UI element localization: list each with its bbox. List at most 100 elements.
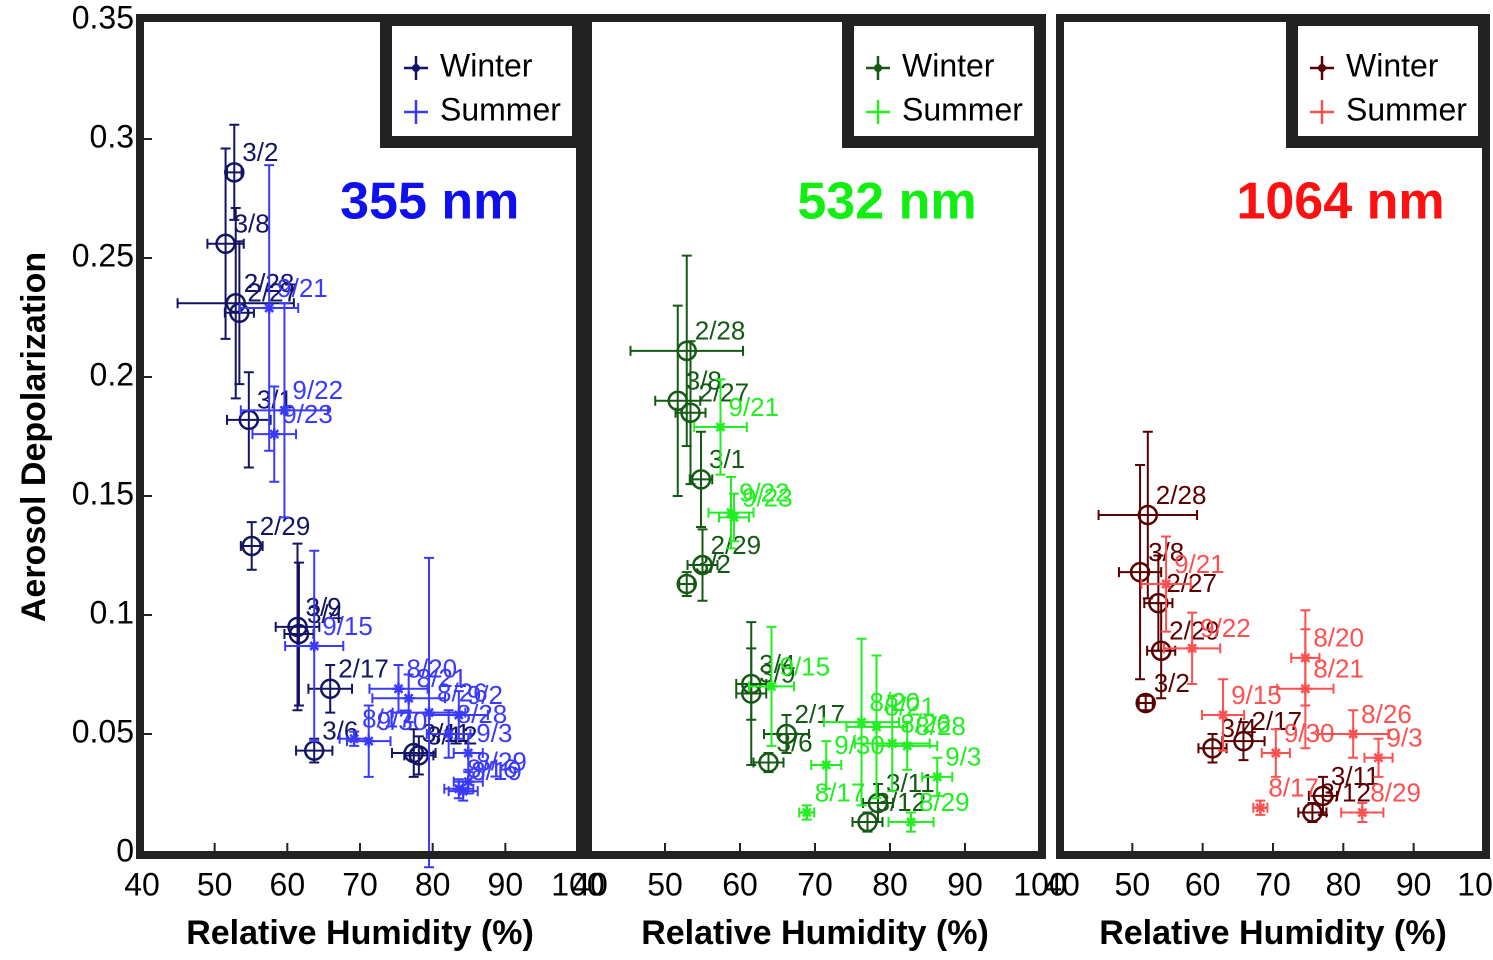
point-label: 2/27 — [247, 278, 298, 308]
point — [857, 811, 878, 833]
point — [714, 420, 727, 433]
point-label: 9/23 — [742, 482, 793, 512]
point — [1217, 708, 1230, 721]
point — [1135, 692, 1156, 714]
x-tick-label: 40 — [124, 866, 160, 902]
x-error-bar — [654, 395, 702, 406]
point-label: 2/27 — [699, 378, 750, 408]
point-label: 9/2 — [467, 680, 503, 710]
point-label: 3/4 — [759, 649, 795, 679]
point — [1129, 561, 1151, 583]
x-error-bar — [239, 540, 264, 551]
point-label: 8/26 — [900, 708, 951, 738]
point-label: 8/17 — [815, 777, 866, 807]
y-tick-label: 0.35 — [72, 0, 134, 35]
point-label: 8/20 — [407, 654, 458, 684]
x-tick-label: 60 — [1185, 866, 1221, 902]
point-label: 9/3 — [1387, 723, 1423, 753]
x-tick-label: 80 — [415, 866, 451, 902]
point-label: 2/29 — [1169, 616, 1220, 646]
point — [758, 752, 779, 773]
point — [905, 816, 917, 829]
point — [886, 737, 899, 750]
point — [855, 716, 868, 729]
legend-text: Summer — [902, 91, 1023, 127]
point-label: 8/26 — [1361, 699, 1412, 729]
x-axis-label: Relative Humidity (%) — [641, 914, 989, 952]
point — [1302, 802, 1323, 823]
point — [1186, 642, 1199, 655]
point — [1356, 806, 1369, 819]
y-tick-label: 0.25 — [72, 237, 134, 273]
point-label: 3/4 — [307, 599, 343, 629]
legend-text: Summer — [1346, 91, 1467, 127]
point — [462, 747, 475, 760]
x-tick-label: 60 — [270, 866, 306, 902]
point-label: 9/22 — [292, 375, 343, 405]
point-label: 3/9 — [306, 592, 342, 622]
point — [776, 723, 797, 745]
point-label: 8/21 — [1313, 654, 1364, 684]
point-label: 8/16 — [467, 754, 518, 784]
point — [741, 683, 762, 704]
x-error-bar — [1097, 510, 1199, 521]
x-tick-label: 90 — [947, 866, 983, 902]
point — [1202, 738, 1223, 759]
point-label: 2/17 — [338, 654, 389, 684]
point — [462, 775, 475, 788]
point-label: 9/3 — [945, 742, 981, 772]
point — [1312, 785, 1334, 807]
point — [442, 728, 455, 740]
panel: 40 50 60 70 80 90 100 0 0.05 0.1 0.15 0.2 0.25 0.3 0.3… — [72, 0, 605, 952]
point — [287, 616, 308, 638]
point-label: 2/28 — [695, 316, 746, 346]
x-tick-label: 50 — [647, 866, 683, 902]
x-tick-label: 90 — [1396, 866, 1432, 902]
point-label: 2/17 — [795, 699, 846, 729]
point — [278, 404, 291, 417]
point-label: 3/9 — [759, 658, 795, 688]
point-label: 3/6 — [777, 727, 813, 757]
point — [241, 535, 262, 557]
point — [1148, 592, 1169, 614]
x-tick-label: 60 — [722, 866, 758, 902]
axes-frame — [1056, 14, 1490, 859]
point-label: 8/20 — [870, 687, 921, 717]
y-tick-label: 0.3 — [90, 118, 134, 154]
legend-marker — [404, 100, 428, 124]
legend-box — [1286, 14, 1490, 148]
axes-frame — [584, 14, 1046, 859]
point — [728, 511, 740, 524]
legend-marker — [1318, 64, 1326, 72]
point — [392, 682, 405, 695]
point-label: 3/2 — [1154, 668, 1190, 698]
point-label: 9/30 — [1284, 718, 1335, 748]
y-tick-label: 0.1 — [90, 594, 134, 630]
point-label: 8/28 — [915, 711, 966, 741]
point-label: 8/28 — [457, 699, 508, 729]
point — [676, 573, 697, 595]
point — [215, 233, 236, 254]
point-label: 9/21 — [277, 273, 328, 303]
point-label: 8/29 — [1370, 777, 1421, 807]
point-label: 8/29 — [919, 787, 970, 817]
x-tick-label: 40 — [572, 866, 608, 902]
point — [1372, 751, 1385, 764]
x-tick-label: 70 — [797, 866, 833, 902]
legend-box — [842, 14, 1046, 148]
y-tick-label: 0.15 — [72, 475, 134, 511]
x-tick-label: 80 — [1326, 866, 1362, 902]
point-label: 9/15 — [322, 611, 373, 641]
point-label: 8/29 — [476, 746, 527, 776]
axes-frame — [136, 14, 584, 859]
point — [263, 301, 276, 314]
legend-text: Winter — [440, 47, 533, 83]
point — [931, 770, 944, 783]
x-error-bar — [1117, 567, 1163, 578]
panel: 40 50 60 70 80 90 100 532 nm Relative Humidity (… — [572, 14, 1067, 952]
point — [765, 680, 778, 693]
legend-box — [380, 14, 584, 148]
legend-marker — [874, 64, 882, 72]
point-label: 3/2 — [242, 137, 278, 167]
